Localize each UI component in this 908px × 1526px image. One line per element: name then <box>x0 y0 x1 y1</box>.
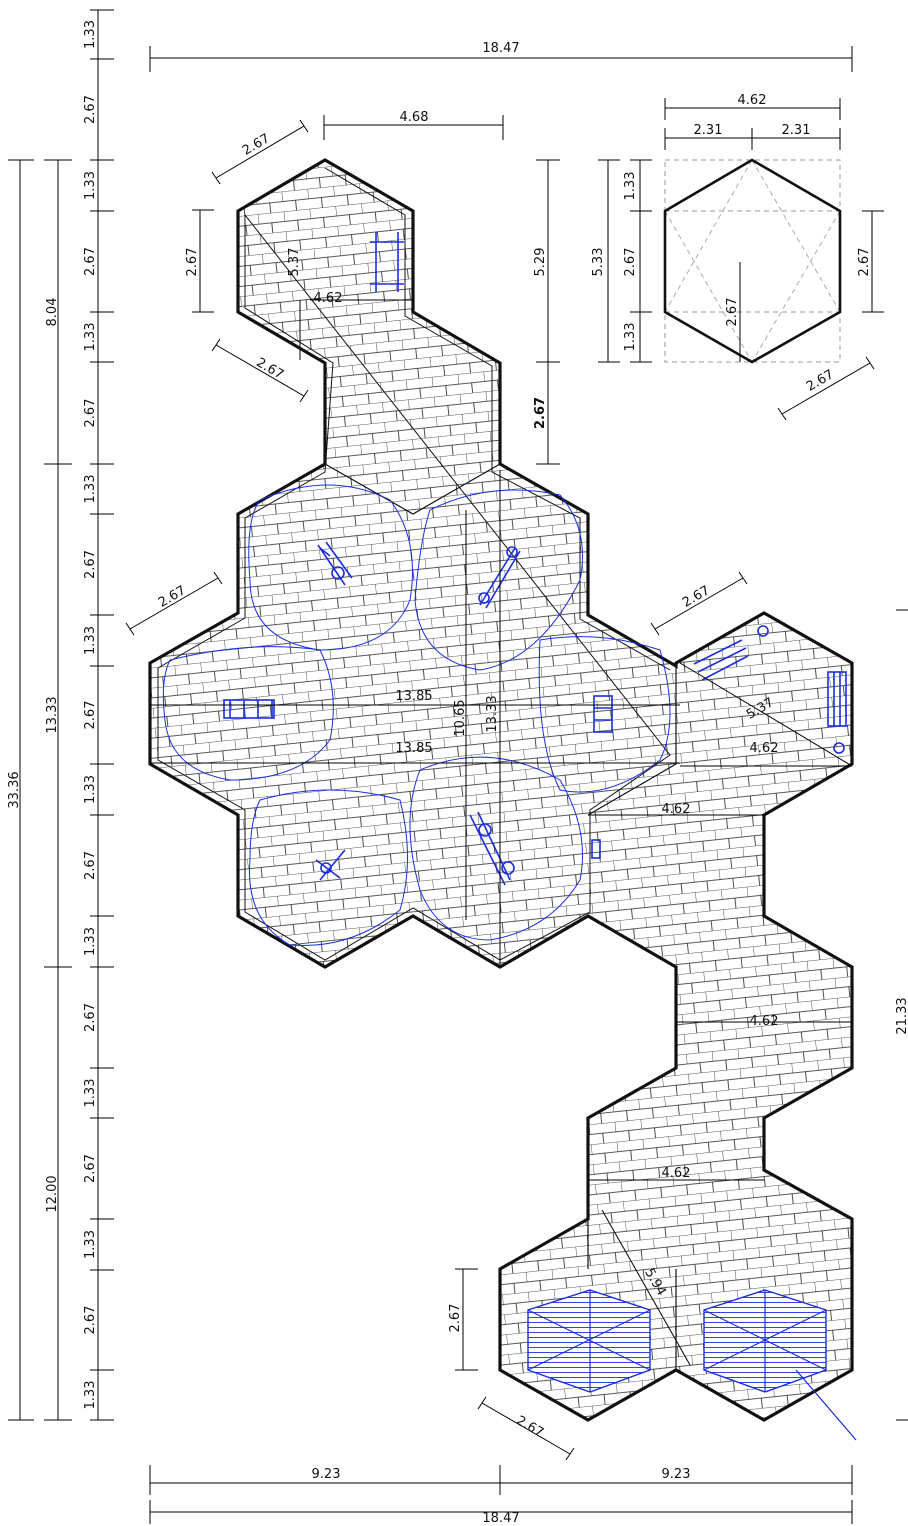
left-chain-dimension <box>90 9 114 1421</box>
right-cluster-w2-label: 4.62 <box>662 802 691 817</box>
upper-hex-side2-label: 2.67 <box>253 355 286 382</box>
spring-rider-icon <box>469 811 515 886</box>
legend-hexagon <box>598 98 884 421</box>
right-cluster-side-label: 2.67 <box>680 583 713 610</box>
left-group-dimension <box>44 159 72 1421</box>
chain-label: 1.33 <box>83 1230 98 1259</box>
bottom-half-left-label: 9.23 <box>312 1467 341 1482</box>
bin-icon-2 <box>833 742 845 754</box>
top-dimension <box>149 46 853 72</box>
safety-zones <box>162 484 671 947</box>
legend-seg-mid-label: 2.67 <box>623 248 638 277</box>
left-group-bottom-label: 12.00 <box>45 1175 60 1212</box>
legend-half-left-label: 2.31 <box>694 123 723 138</box>
bottom-cluster-height-label: 2.67 <box>448 1304 463 1333</box>
left-group-top-label: 8.04 <box>45 298 60 327</box>
bench-icon-3 <box>370 232 404 292</box>
center-width1-label: 13.85 <box>395 689 432 704</box>
legend-inner-label: 2.67 <box>725 298 740 327</box>
left-chain-labels: 1.33 2.67 1.33 2.67 1.33 2.67 1.33 2.67 1.33 2.67… <box>83 20 98 1409</box>
bench-icon-2 <box>827 671 847 727</box>
bottom-half-right-label: 9.23 <box>662 1467 691 1482</box>
right-cluster-w1-label: 4.62 <box>750 741 779 756</box>
legend-right-side-label: 2.67 <box>857 248 872 277</box>
chain-label: 1.33 <box>83 1381 98 1410</box>
internal-dimensions <box>150 299 853 1366</box>
chain-label: 2.67 <box>83 95 98 124</box>
right-cluster-w3-label: 4.62 <box>750 1014 779 1029</box>
chain-label: 2.67 <box>83 399 98 428</box>
chain-label: 2.67 <box>83 1306 98 1335</box>
bottom-width-label: 18.47 <box>482 1511 519 1526</box>
upper-hex-right-lower-label: 2.67 <box>533 397 548 429</box>
bench-icon-1 <box>693 639 749 681</box>
post-icon <box>591 839 601 859</box>
bin-icon-1 <box>757 625 769 637</box>
chain-label: 1.33 <box>83 323 98 352</box>
chain-label: 1.33 <box>83 927 98 956</box>
legend-seg-top-label: 1.33 <box>623 172 638 201</box>
legend-outer-height-label: 5.33 <box>591 248 606 277</box>
left-total-label: 33.36 <box>7 771 22 808</box>
center-width2-label: 13.85 <box>395 741 432 756</box>
center-height2-label: 13.33 <box>485 695 500 732</box>
right-total-dimension <box>896 609 908 1421</box>
center-height1-label: 10.65 <box>453 699 468 736</box>
top-width-label: 18.47 <box>482 41 519 56</box>
chain-label: 2.67 <box>83 851 98 880</box>
upper-hex-left-height-label: 2.67 <box>185 248 200 277</box>
bottom-cluster-side-label: 2.67 <box>513 1413 546 1440</box>
chain-label: 2.67 <box>83 550 98 579</box>
swing-icon <box>317 541 353 586</box>
chain-label: 2.67 <box>83 701 98 730</box>
legend-half-right-label: 2.31 <box>782 123 811 138</box>
paved-area <box>148 158 854 1422</box>
legend-width-label: 4.62 <box>738 93 767 108</box>
rocker-icon <box>315 849 346 881</box>
legend-seg-bottom-label: 1.33 <box>623 323 638 352</box>
upper-hex-right-upper-label: 5.29 <box>533 248 548 277</box>
chain-label: 1.33 <box>83 1079 98 1108</box>
chain-label: 1.33 <box>83 20 98 49</box>
gazebo-roofs <box>527 1289 857 1441</box>
upper-hex-width-label: 4.68 <box>400 110 429 125</box>
center-side-label: 2.67 <box>156 583 189 610</box>
chain-label: 1.33 <box>83 171 98 200</box>
left-total-dimension <box>8 159 34 1421</box>
panel-icon <box>593 695 613 733</box>
legend-side-diag-label: 2.67 <box>804 367 837 394</box>
upper-hex-dimensions <box>125 115 748 1461</box>
bottom-dimensions <box>149 1465 853 1524</box>
chain-label: 1.33 <box>83 475 98 504</box>
upper-hex-diag-label: 5.37 <box>287 248 302 277</box>
upper-hex-span-label: 4.62 <box>314 291 343 306</box>
right-cluster-w4-label: 4.62 <box>662 1166 691 1181</box>
right-total-label: 21.33 <box>895 997 908 1034</box>
left-group-middle-label: 13.33 <box>45 696 60 733</box>
climber-icon <box>223 699 275 719</box>
chain-label: 2.67 <box>83 247 98 276</box>
chain-label: 2.67 <box>83 1154 98 1183</box>
chain-label: 1.33 <box>83 775 98 804</box>
seesaw-icon <box>478 546 521 609</box>
chain-label: 2.67 <box>83 1003 98 1032</box>
chain-label: 1.33 <box>83 626 98 655</box>
play-equipment-icons <box>223 232 847 886</box>
